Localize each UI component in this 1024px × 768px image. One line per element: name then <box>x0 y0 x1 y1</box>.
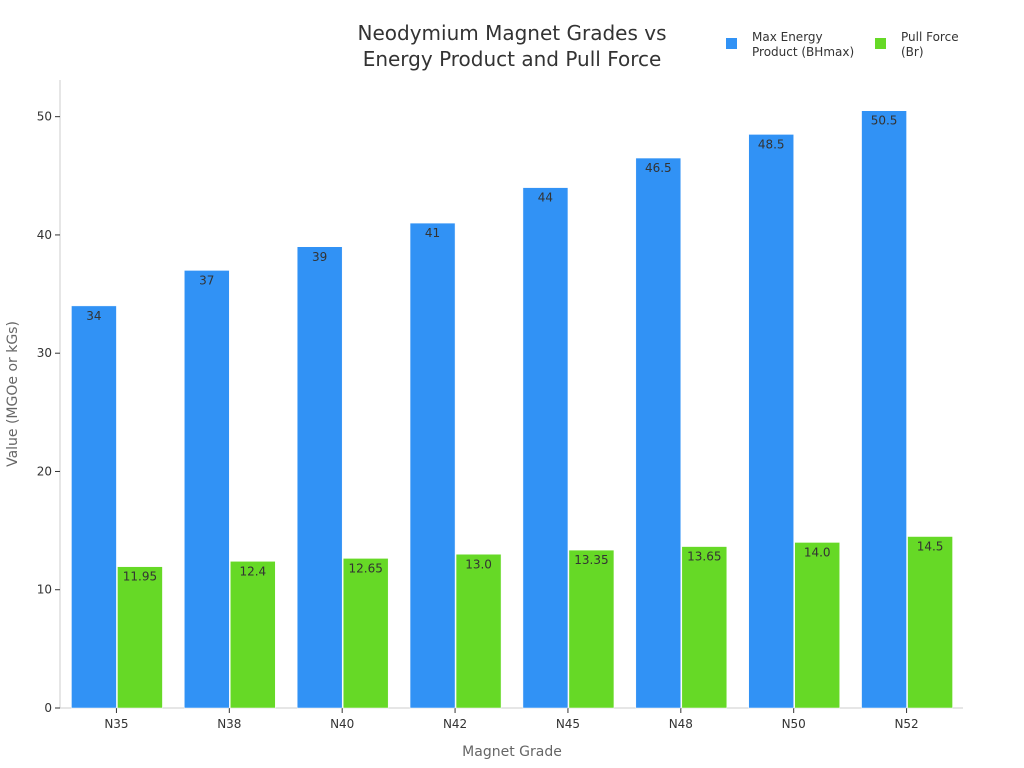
chart-title: Neodymium Magnet Grades vs Energy Produc… <box>357 21 667 71</box>
x-tick-label: N52 <box>894 717 918 731</box>
y-tick-label: 30 <box>37 346 52 360</box>
bar-pull-force-n40 <box>342 558 389 709</box>
x-tick-label: N40 <box>330 717 354 731</box>
legend-item-max-energy: Max Energy Product (BHmax) <box>726 30 854 60</box>
data-label: 50.5 <box>871 114 898 128</box>
bar-pull-force-n50 <box>794 542 840 709</box>
y-tick-label: 20 <box>37 464 52 478</box>
data-label: 12.65 <box>349 561 383 575</box>
data-label: 14.5 <box>917 540 944 554</box>
x-tick-label: N48 <box>669 717 693 731</box>
bar-pull-force-n48 <box>681 546 728 709</box>
bar-max-energy-n48 <box>635 157 682 709</box>
data-label: 48.5 <box>758 137 785 151</box>
bar-pull-force-n52 <box>907 536 953 709</box>
bar-max-energy-n38 <box>184 270 230 709</box>
data-label: 11.95 <box>123 570 157 584</box>
legend-item-pull-force: Pull Force (Br) <box>875 30 959 60</box>
data-label: 41 <box>425 226 440 240</box>
bar-pull-force-n35 <box>117 566 163 709</box>
y-tick-label: 10 <box>37 583 52 597</box>
bar-max-energy-n45 <box>522 187 569 709</box>
data-label: 13.65 <box>687 550 721 564</box>
x-tick-label: N42 <box>443 717 467 731</box>
legend-label: Pull Force (Br) <box>901 30 959 59</box>
bar-pull-force-n42 <box>455 554 502 709</box>
y-tick-label: 0 <box>44 701 52 715</box>
data-label: 13.35 <box>574 553 608 567</box>
data-label: 13.0 <box>465 557 492 571</box>
y-tick-label: 40 <box>37 228 52 242</box>
data-label: 46.5 <box>645 161 672 175</box>
data-label: 37 <box>199 273 214 287</box>
x-axis-label: Magnet Grade <box>462 744 562 760</box>
data-label: 34 <box>86 309 101 323</box>
data-label: 12.4 <box>239 564 266 578</box>
data-label: 14.0 <box>804 545 831 559</box>
x-tick-label: N38 <box>217 717 241 731</box>
x-tick-label: N35 <box>104 717 128 731</box>
data-label: 44 <box>538 191 553 205</box>
bar-max-energy-n40 <box>296 246 343 709</box>
y-axis-label: Value (MGOe or kGs) <box>5 321 21 467</box>
x-tick-label: N50 <box>782 717 806 731</box>
legend-swatch-green <box>875 38 886 49</box>
legend-label: Max Energy Product (BHmax) <box>752 30 855 59</box>
bar-pull-force-n38 <box>230 561 276 709</box>
y-tick-label: 50 <box>37 110 52 124</box>
legend-swatch-blue <box>726 38 737 49</box>
data-label: 39 <box>312 250 327 264</box>
bar-max-energy-n42 <box>409 222 456 709</box>
bar-max-energy-n35 <box>71 305 117 709</box>
bar-pull-force-n45 <box>568 549 615 709</box>
x-tick-label: N45 <box>556 717 580 731</box>
bar-max-energy-n50 <box>748 134 794 709</box>
bar-max-energy-n52 <box>861 110 907 709</box>
